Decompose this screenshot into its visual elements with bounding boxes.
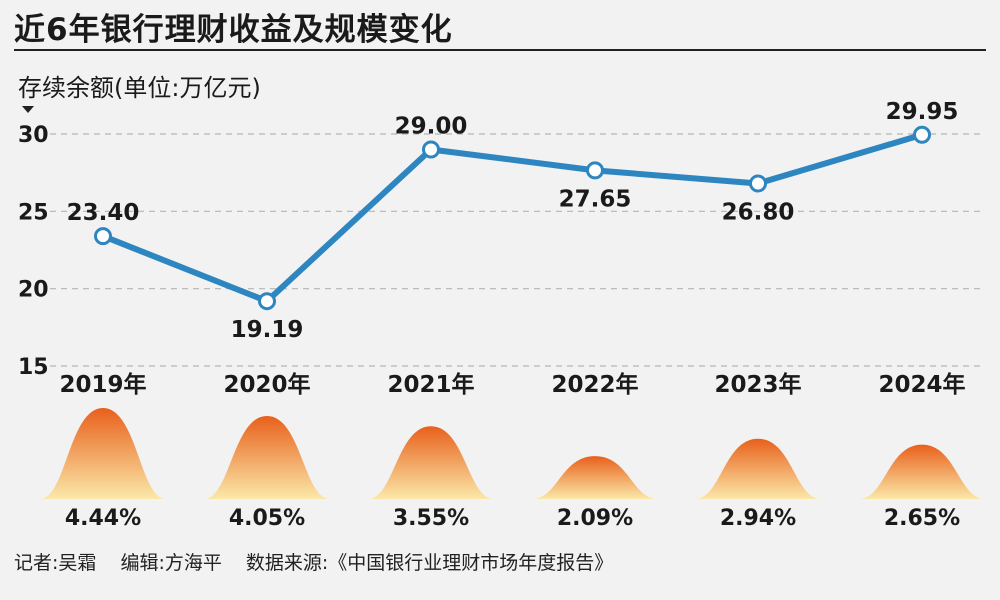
data-point [586, 161, 604, 180]
chart-title: 近6年银行理财收益及规模变化 [14, 12, 453, 48]
yield-mountain [532, 456, 658, 499]
data-label: 29.95 [886, 99, 959, 125]
grid-lines [50, 133, 985, 367]
yield-mountain [40, 407, 166, 499]
yield-mountain [859, 444, 985, 499]
data-label: 23.40 [67, 200, 140, 226]
y-tick-label: 25 [18, 200, 49, 225]
data-label: 26.80 [722, 199, 795, 225]
y-tick-label: 15 [18, 355, 49, 380]
yield-label: 3.55% [393, 506, 469, 531]
yield-label: 2.94% [720, 506, 796, 531]
x-tick-label: 2022年 [551, 371, 638, 398]
data-label: 27.65 [559, 186, 632, 212]
data-point [94, 227, 112, 246]
y-axis-unit-label: 存续余额(单位:万亿元) [18, 74, 261, 102]
data-label: 29.00 [395, 113, 468, 139]
x-tick-label: 2020年 [223, 371, 310, 398]
title-divider [14, 49, 986, 51]
data-point [422, 140, 440, 159]
data-point [749, 174, 767, 193]
x-tick-label: 2019年 [59, 371, 146, 398]
yield-mountains: 4.44% 4.05% 3.55% 2.09% 2.94% 2.65% [40, 407, 985, 531]
data-point [913, 125, 931, 144]
scale-line-series: 23.40 19.19 29.00 27.65 26.80 29.95 [67, 99, 959, 343]
editor-credit: 编辑:方海平 [120, 552, 222, 574]
data-label: 19.19 [231, 317, 304, 343]
scale-line [100, 131, 925, 305]
x-tick-label: 2024年 [878, 371, 965, 398]
data-point [258, 292, 276, 311]
yield-mountain [695, 438, 821, 499]
yield-mountain [368, 426, 494, 499]
axis-arrow-icon [22, 106, 34, 113]
y-tick-label: 20 [18, 278, 49, 303]
x-axis-year-labels: 2019年 2020年 2021年 2022年 2023年 2024年 [59, 371, 965, 398]
credits-footer: 记者:吴霜 编辑:方海平 数据来源:《中国银行业理财市场年度报告》 [14, 548, 631, 575]
yield-label: 2.09% [557, 506, 633, 531]
y-tick-label: 30 [18, 123, 49, 148]
source-credit: 数据来源:《中国银行业理财市场年度报告》 [245, 552, 614, 574]
yield-mountain [204, 415, 330, 499]
yield-label: 4.05% [229, 506, 305, 531]
x-tick-label: 2023年 [714, 371, 801, 398]
y-axis-ticks: 15 20 25 30 [18, 123, 49, 380]
reporter-credit: 记者:吴霜 [14, 552, 97, 574]
x-tick-label: 2021年 [387, 371, 474, 398]
yield-label: 2.65% [884, 506, 960, 531]
yield-label: 4.44% [65, 506, 141, 531]
